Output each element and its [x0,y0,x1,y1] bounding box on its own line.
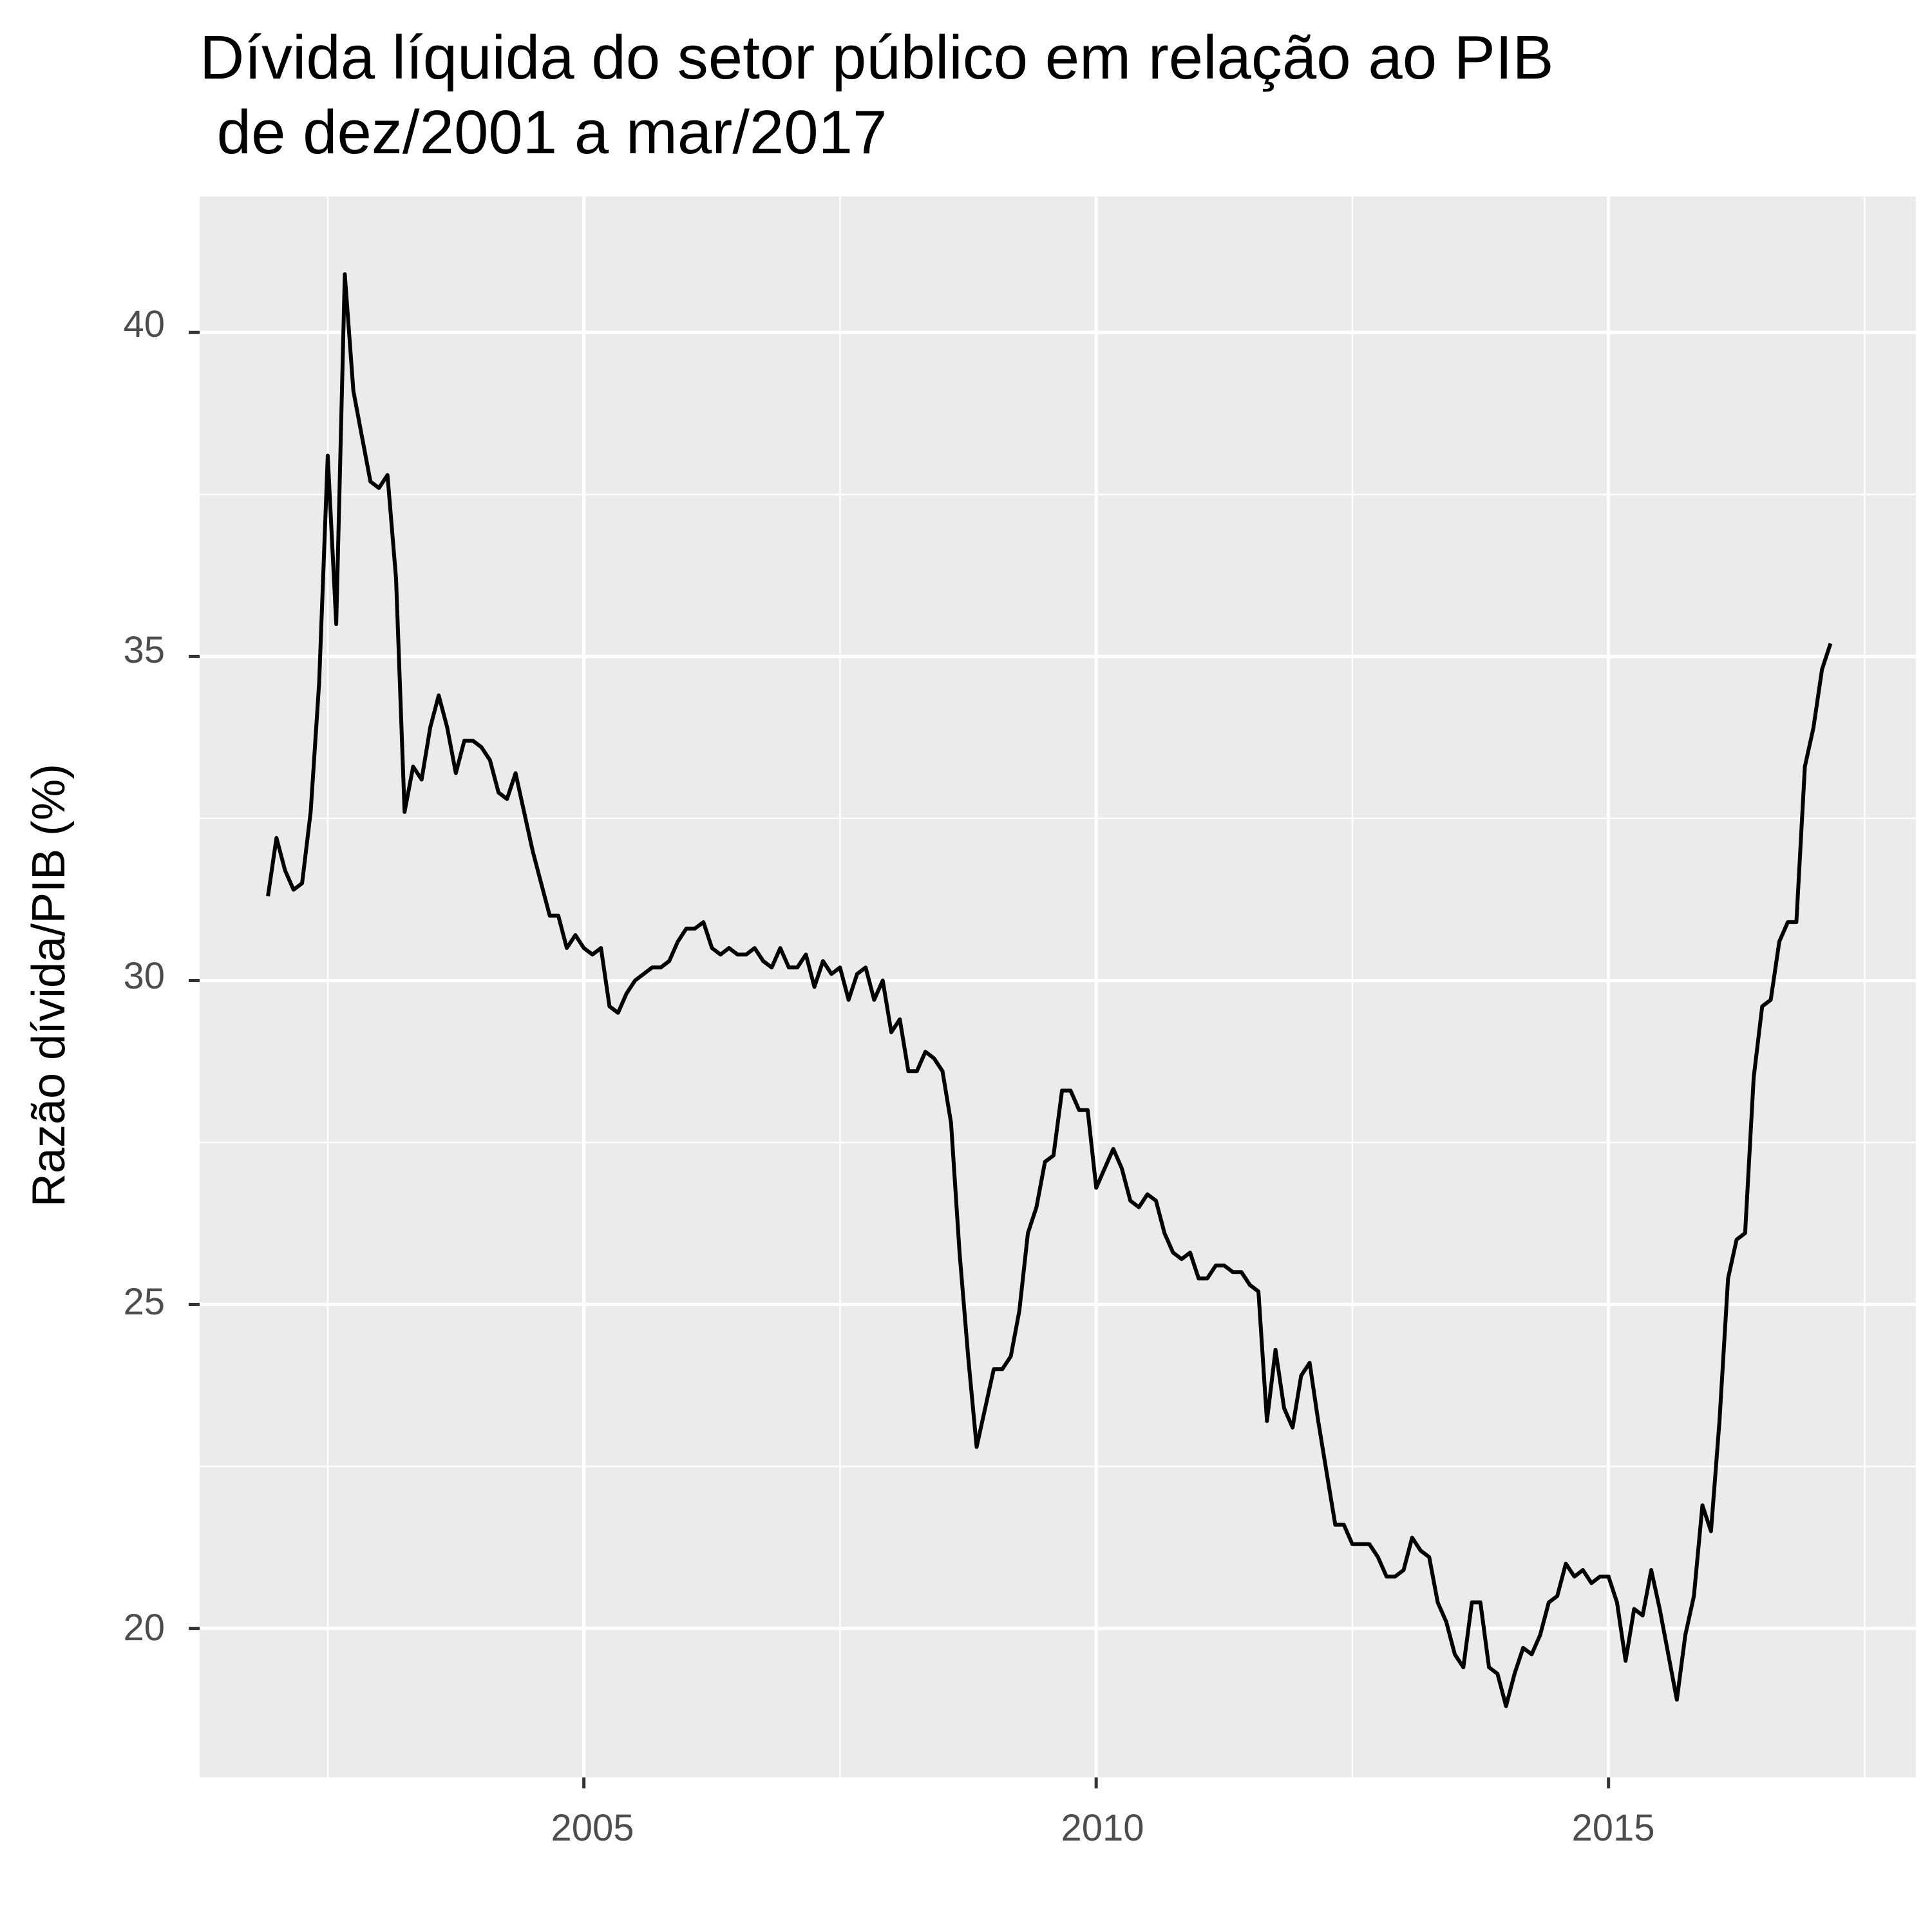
y-tick-label-25: 25 [123,1281,165,1323]
y-tick-label-40: 40 [123,303,165,345]
plot-panel [200,196,1916,1777]
y-tick-label-35: 35 [123,629,165,671]
y-axis-label: Razão dívida/PIB (%) [23,764,75,1207]
major-gridlines [200,196,1916,1777]
chart-title-line-1: Dívida líquida do setor público em relaç… [200,23,1554,92]
y-tick-label-30: 30 [123,955,165,997]
axis-ticks [189,330,1611,1788]
x-tick-label-2005: 2005 [551,1807,634,1849]
chart-title-line-2: de dez/2001 a mar/2017 [200,98,887,167]
x-tick-label-2015: 2015 [1571,1807,1654,1849]
x-tick-label-2010: 2010 [1061,1807,1144,1849]
y-tick-label-20: 20 [123,1607,165,1649]
series-line [266,272,1833,1709]
